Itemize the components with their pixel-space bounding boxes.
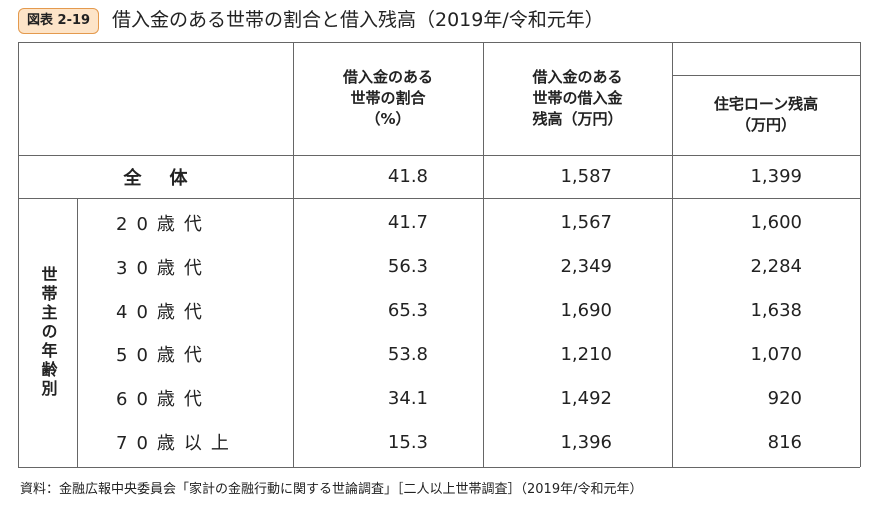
value-cell: 2,349 [560, 256, 612, 278]
value-cell: 1,638 [750, 300, 802, 322]
value-cell: 920 [767, 387, 802, 409]
row-label: 20歳代 [116, 213, 211, 235]
row-label: 30歳代 [116, 257, 211, 279]
header-line: 借入金のある [532, 68, 623, 86]
rule [18, 42, 19, 467]
header-line: 世帯の割合 [350, 89, 426, 107]
value-cell: 1,399 [750, 166, 802, 187]
column-header: 住宅ローン残高 （万円） [672, 75, 860, 155]
header-line: （万円） [735, 116, 796, 134]
value-cell: 1,567 [560, 212, 612, 234]
rule [483, 42, 484, 467]
source: 資料：金融広報中央委員会「家計の金融行動に関する世論調査」［二人以上世帯調査］（… [20, 482, 643, 497]
row-label: 50歳代 [116, 345, 211, 367]
figure-label: 図表 2-19 [18, 8, 100, 34]
row-label: 60歳代 [116, 389, 211, 411]
header-line: 借入金のある [342, 68, 433, 86]
header-line: （%） [365, 110, 411, 128]
rule [77, 198, 78, 467]
value-cell: 1,210 [560, 343, 612, 365]
value-cell: 41.7 [387, 212, 428, 234]
header-line: 世帯の借入金 [532, 89, 623, 107]
header-line: 残高（万円） [532, 110, 623, 128]
rule [18, 198, 860, 199]
group-label: 世帯主の年齢別 [38, 266, 58, 399]
row-label: 70歳以上 [116, 433, 238, 455]
rule [18, 42, 860, 43]
rule [672, 75, 860, 76]
value-cell: 53.8 [387, 343, 428, 365]
value-cell: 2,284 [750, 256, 802, 278]
value-cell: 816 [767, 431, 802, 453]
value-cell: 1,600 [750, 212, 802, 234]
rule [860, 42, 861, 467]
column-header: 借入金のある 世帯の割合 （%） [293, 42, 483, 155]
header-line: 住宅ローン残高 [713, 95, 819, 113]
value-cell: 1,587 [560, 166, 612, 187]
value-cell: 15.3 [387, 431, 428, 453]
rule [672, 42, 673, 467]
rule [18, 155, 860, 156]
rule [18, 467, 860, 468]
value-cell: 1,492 [560, 387, 612, 409]
column-header: 借入金のある 世帯の借入金 残高（万円） [483, 42, 672, 155]
value-cell: 34.1 [387, 387, 428, 409]
value-cell: 56.3 [387, 256, 428, 278]
value-cell: 1,396 [560, 431, 612, 453]
row-label: 40歳代 [116, 301, 211, 323]
total-label: 全体 [123, 167, 216, 189]
title: 借入金のある世帯の割合と借入残高（2019年/令和元年） [112, 9, 604, 31]
value-cell: 65.3 [387, 300, 428, 322]
value-cell: 41.8 [387, 166, 428, 187]
value-cell: 1,690 [560, 300, 612, 322]
rule [293, 42, 294, 467]
value-cell: 1,070 [750, 343, 802, 365]
